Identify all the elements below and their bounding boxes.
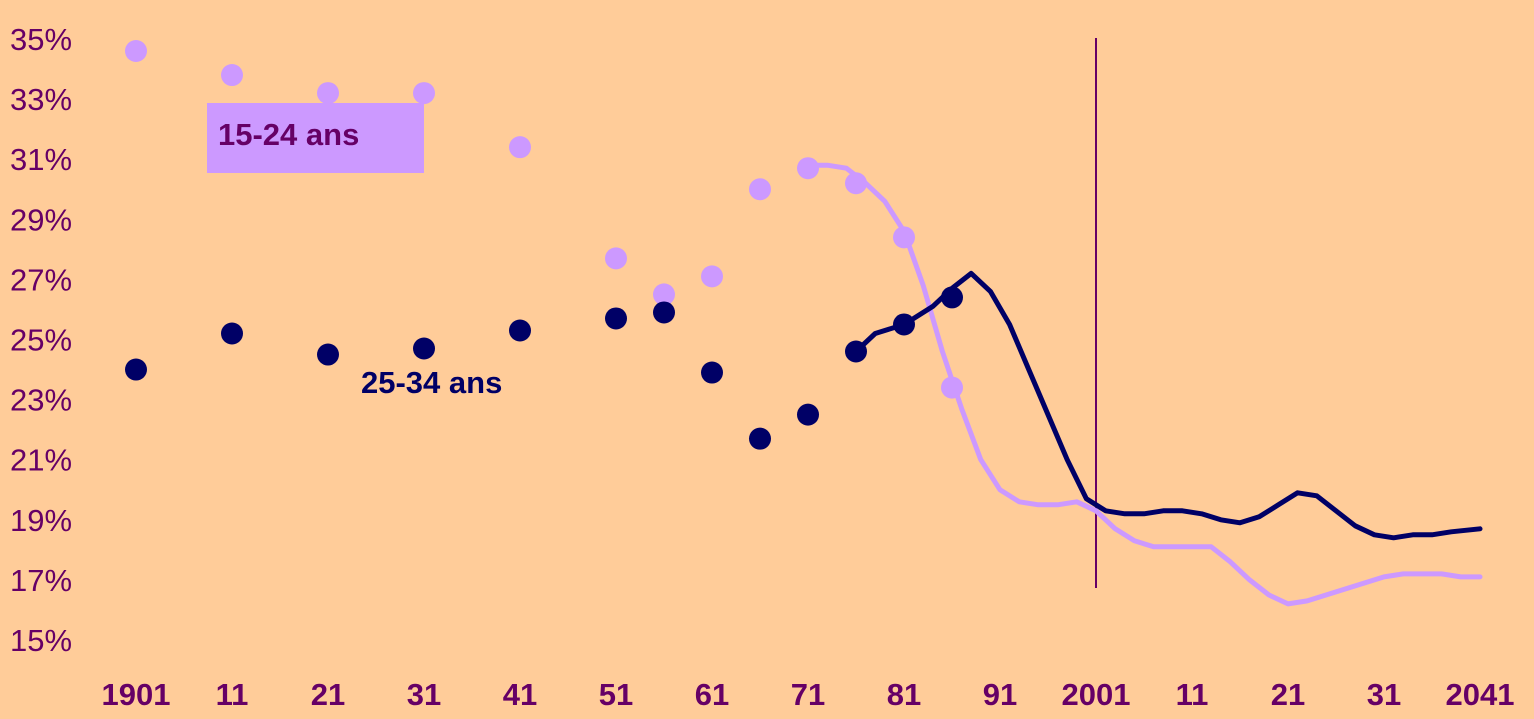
x-tick-label: 81 (887, 677, 921, 712)
series-0-point (221, 64, 243, 86)
series-1-point (893, 313, 915, 335)
label-15-24: 15-24 ans (218, 117, 359, 152)
x-tick-label: 21 (311, 677, 345, 712)
series-1-point (221, 322, 243, 344)
y-tick-label: 21% (10, 443, 72, 478)
series-1-point (749, 428, 771, 450)
series-0-point (605, 247, 627, 269)
y-tick-label: 19% (10, 503, 72, 538)
label-25-34: 25-34 ans (361, 365, 502, 400)
y-tick-label: 17% (10, 563, 72, 598)
series-1-point (317, 344, 339, 366)
series-1-point (653, 301, 675, 323)
y-tick-label: 27% (10, 262, 72, 297)
x-tick-label: 31 (407, 677, 441, 712)
series-1-point (125, 359, 147, 381)
x-tick-label: 11 (1176, 677, 1209, 712)
x-tick-label: 1901 (102, 677, 171, 712)
series-1-point (605, 307, 627, 329)
series-line-1 (856, 273, 1480, 537)
y-tick-label: 15% (10, 623, 72, 658)
x-tick-label: 91 (983, 677, 1017, 712)
series-0-point (845, 172, 867, 194)
x-tick-label: 11 (216, 677, 249, 712)
y-tick-label: 25% (10, 323, 72, 358)
series-0-point (413, 82, 435, 104)
y-tick-label: 23% (10, 383, 72, 418)
series-0-point (701, 265, 723, 287)
x-tick-label: 71 (791, 677, 825, 712)
series-0-point (317, 82, 339, 104)
series-0-point (509, 136, 531, 158)
y-axis: 35% 33% 31% 29% 27% 25% 23% 21% 19% 17% 15% (10, 22, 72, 658)
series-0-point (797, 157, 819, 179)
y-tick-label: 33% (10, 82, 72, 117)
series-0-point (125, 40, 147, 62)
y-tick-label: 31% (10, 142, 72, 177)
series-0-point (941, 377, 963, 399)
series-0-point (893, 226, 915, 248)
y-tick-label: 29% (10, 202, 72, 237)
x-axis: 1901 11 21 31 41 51 61 71 81 91 2001 11 21 31 2041 (102, 677, 1515, 712)
x-tick-label: 41 (503, 677, 537, 712)
x-tick-label: 21 (1271, 677, 1305, 712)
series-1-point (701, 362, 723, 384)
series-1-point (845, 341, 867, 363)
y-tick-label: 35% (10, 22, 72, 57)
x-tick-label: 31 (1367, 677, 1401, 712)
series-points (125, 40, 963, 450)
x-tick-label: 51 (599, 677, 633, 712)
x-tick-label: 2041 (1446, 677, 1515, 712)
series-0-point (749, 178, 771, 200)
x-tick-label: 61 (695, 677, 729, 712)
series-1-point (797, 404, 819, 426)
series-1-point (941, 286, 963, 308)
x-tick-label: 2001 (1062, 677, 1131, 712)
series-1-point (413, 338, 435, 360)
series-1-point (509, 319, 531, 341)
